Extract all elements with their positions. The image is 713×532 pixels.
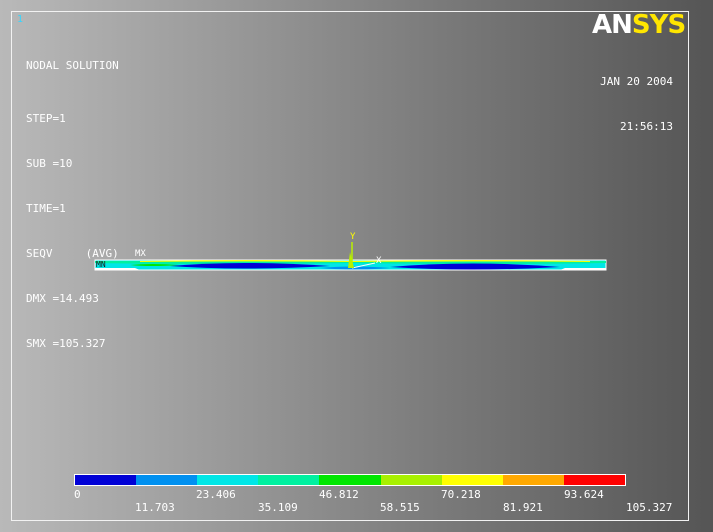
legend-swatch-2 xyxy=(197,475,259,485)
legend-label-5: 58.515 xyxy=(380,501,420,514)
contour-band-blue-left xyxy=(170,263,330,269)
contour-band-lower xyxy=(95,268,140,270)
window-number: 1 xyxy=(17,14,24,25)
solution-title: NODAL SOLUTION xyxy=(26,59,119,72)
legend-label-9: 105.327 xyxy=(626,501,673,514)
status-result-item: SEQV (AVG) xyxy=(26,247,119,260)
x-axis-label: X xyxy=(376,256,382,266)
legend-swatch-3 xyxy=(258,475,320,485)
triad-x-axis xyxy=(351,262,376,269)
legend-label-4: 46.812 xyxy=(319,488,359,501)
status-step: STEP=1 xyxy=(26,112,66,125)
legend-swatch-6 xyxy=(441,475,503,485)
status-time: TIME=1 xyxy=(26,202,66,215)
status-dmx: DMX =14.493 xyxy=(26,292,99,305)
contour-legend-bar xyxy=(74,474,626,486)
contour-band-blue-mid xyxy=(320,266,390,270)
legend-swatch-0 xyxy=(75,475,137,485)
status-sub: SUB =10 xyxy=(26,157,73,170)
legend-label-3: 35.109 xyxy=(258,501,298,514)
ansys-logo: ANSYS xyxy=(592,10,686,40)
date-time-block: JAN 20 2004 21:56:13 xyxy=(600,44,673,164)
legend-label-6: 70.218 xyxy=(441,488,481,501)
legend-swatch-7 xyxy=(502,475,564,485)
y-axis-label: Y xyxy=(350,232,356,242)
contour-band-blue-right xyxy=(390,263,560,270)
legend-label-2: 23.406 xyxy=(196,488,236,501)
logo-an: AN xyxy=(592,10,633,40)
legend-swatch-5 xyxy=(380,475,442,485)
legend-label-0: 0 xyxy=(74,488,81,501)
status-smx: SMX =105.327 xyxy=(26,337,106,350)
legend-swatch-4 xyxy=(319,475,381,485)
solution-status-block: NODAL SOLUTION STEP=1 SUB =10 TIME=1 SEQ… xyxy=(26,28,119,381)
plot-time: 21:56:13 xyxy=(620,120,673,133)
legend-label-7: 81.921 xyxy=(503,501,543,514)
contour-band-yellow xyxy=(140,260,590,262)
max-label: MX xyxy=(135,249,146,259)
legend-label-1: 11.703 xyxy=(135,501,175,514)
min-label: MN xyxy=(96,260,106,269)
fe-model-contour-plot[interactable] xyxy=(90,230,610,280)
legend-label-8: 93.624 xyxy=(564,488,604,501)
contour-band-green xyxy=(130,264,180,266)
legend-swatch-1 xyxy=(136,475,198,485)
center-spike xyxy=(348,252,354,268)
logo-sys: SYS xyxy=(631,10,686,40)
legend-swatch-8 xyxy=(563,475,625,485)
plot-date: JAN 20 2004 xyxy=(600,75,673,88)
contour-band-lower-right xyxy=(560,268,606,270)
